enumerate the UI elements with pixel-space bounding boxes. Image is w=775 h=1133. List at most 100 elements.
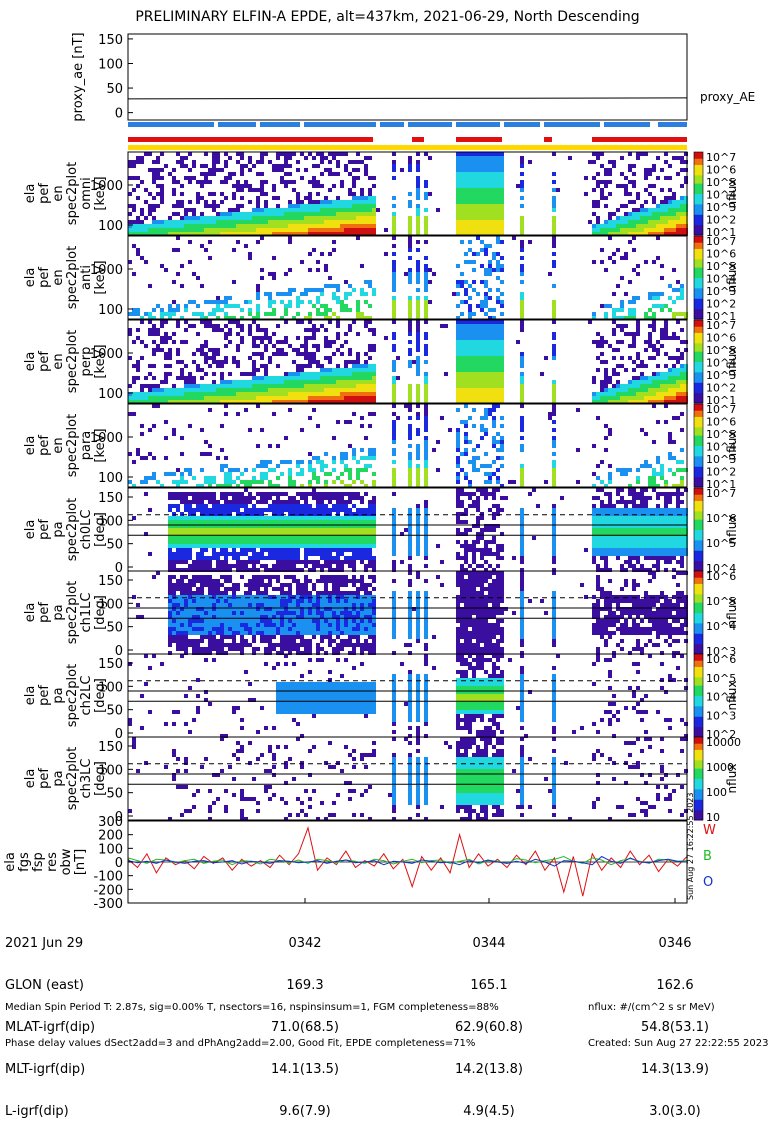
heatmap-cell (604, 312, 608, 316)
heatmap-cell (140, 220, 144, 224)
heatmap-cell (336, 348, 340, 352)
heatmap-cell (612, 312, 616, 316)
heatmap-cell (200, 560, 204, 564)
heatmap-cell (288, 560, 292, 564)
heatmap-cell (620, 156, 624, 160)
heatmap-cell (332, 292, 336, 296)
heatmap-cell (272, 344, 276, 348)
heatmap-cell (632, 360, 636, 364)
heatmap-cell (236, 320, 240, 324)
heatmap-cell (248, 388, 252, 392)
heatmap-cell (456, 552, 460, 556)
heatmap-cell (284, 164, 288, 168)
heatmap-cell (236, 492, 240, 496)
heatmap-cell (188, 492, 192, 496)
heatmap-cell (152, 424, 156, 428)
heatmap-cell (416, 264, 420, 268)
heatmap-cell (676, 380, 680, 384)
heatmap-cell (664, 328, 668, 332)
heatmap-cell (460, 328, 464, 332)
heatmap-cell (392, 264, 396, 268)
heatmap-cell (196, 544, 200, 548)
heatmap-cell (204, 228, 208, 232)
heatmap-cell (660, 200, 664, 204)
heatmap-cell (192, 272, 196, 276)
heatmap-cell (264, 540, 268, 544)
red-segment (412, 137, 424, 142)
heatmap-cell (288, 236, 292, 240)
heatmap-cell (468, 184, 472, 188)
heatmap-cell (620, 172, 624, 176)
heatmap-cell (252, 380, 256, 384)
heatmap-cell (212, 392, 216, 396)
heatmap-cell (296, 220, 300, 224)
heatmap-cell (500, 224, 504, 228)
heatmap-cell (360, 228, 364, 232)
heatmap-cell (476, 188, 480, 192)
heatmap-cell (356, 384, 360, 388)
heatmap-cell (180, 480, 184, 484)
heatmap-cell (252, 208, 256, 212)
heatmap-cell (296, 352, 300, 356)
heatmap-cell (440, 416, 444, 420)
heatmap-cell (240, 396, 244, 400)
heatmap-cell (336, 508, 340, 512)
heatmap-cell (668, 204, 672, 208)
heatmap-cell (496, 300, 500, 304)
heatmap-cell (460, 240, 464, 244)
heatmap-cell (272, 188, 276, 192)
heatmap-cell (276, 352, 280, 356)
heatmap-cell (520, 268, 524, 272)
heatmap-cell (236, 332, 240, 336)
heatmap-cell (224, 500, 228, 504)
heatmap-cell (300, 220, 304, 224)
heatmap-cell (180, 452, 184, 456)
heatmap-cell (424, 504, 428, 508)
heatmap-cell (312, 472, 316, 476)
heatmap-cell (408, 472, 412, 476)
heatmap-cell (368, 548, 372, 552)
heatmap-cell (416, 348, 420, 352)
heatmap-cell (192, 496, 196, 500)
heatmap-cell (208, 452, 212, 456)
heatmap-cell (468, 200, 472, 204)
heatmap-cell (624, 472, 628, 476)
heatmap-cell (324, 496, 328, 500)
heatmap-cell (460, 320, 464, 324)
heatmap-cell (416, 364, 420, 368)
heatmap-cell (336, 164, 340, 168)
heatmap-cell (492, 392, 496, 396)
heatmap-cell (320, 536, 324, 540)
heatmap-cell (164, 332, 168, 336)
heatmap-cell (248, 392, 252, 396)
heatmap-cell (680, 368, 684, 372)
heatmap-cell (268, 220, 272, 224)
heatmap-cell (596, 476, 600, 480)
heatmap-cell (656, 460, 660, 464)
heatmap-cell (224, 528, 228, 532)
heatmap-cell (316, 504, 320, 508)
heatmap-cell (620, 364, 624, 368)
colorbar-label: nflux (725, 263, 739, 293)
heatmap-cell (360, 192, 364, 196)
blue-segment (544, 122, 600, 127)
heatmap-cell (356, 352, 360, 356)
ytick-label: 50 (106, 82, 123, 97)
heatmap-cell (176, 212, 180, 216)
heatmap-cell (408, 248, 412, 252)
heatmap-cell (156, 192, 160, 196)
heatmap-cell (600, 304, 604, 308)
heatmap-cell (612, 228, 616, 232)
heatmap-cell (664, 332, 668, 336)
heatmap-cell (212, 300, 216, 304)
heatmap-cell (372, 472, 376, 476)
heatmap-cell (348, 476, 352, 480)
heatmap-cell (192, 380, 196, 384)
colorbar-cell (694, 236, 703, 239)
heatmap-cell (324, 340, 328, 344)
heatmap-cell (240, 384, 244, 388)
heatmap-cell (468, 304, 472, 308)
heatmap-cell (288, 224, 292, 228)
heatmap-cell (428, 192, 432, 196)
heatmap-cell (496, 396, 500, 400)
